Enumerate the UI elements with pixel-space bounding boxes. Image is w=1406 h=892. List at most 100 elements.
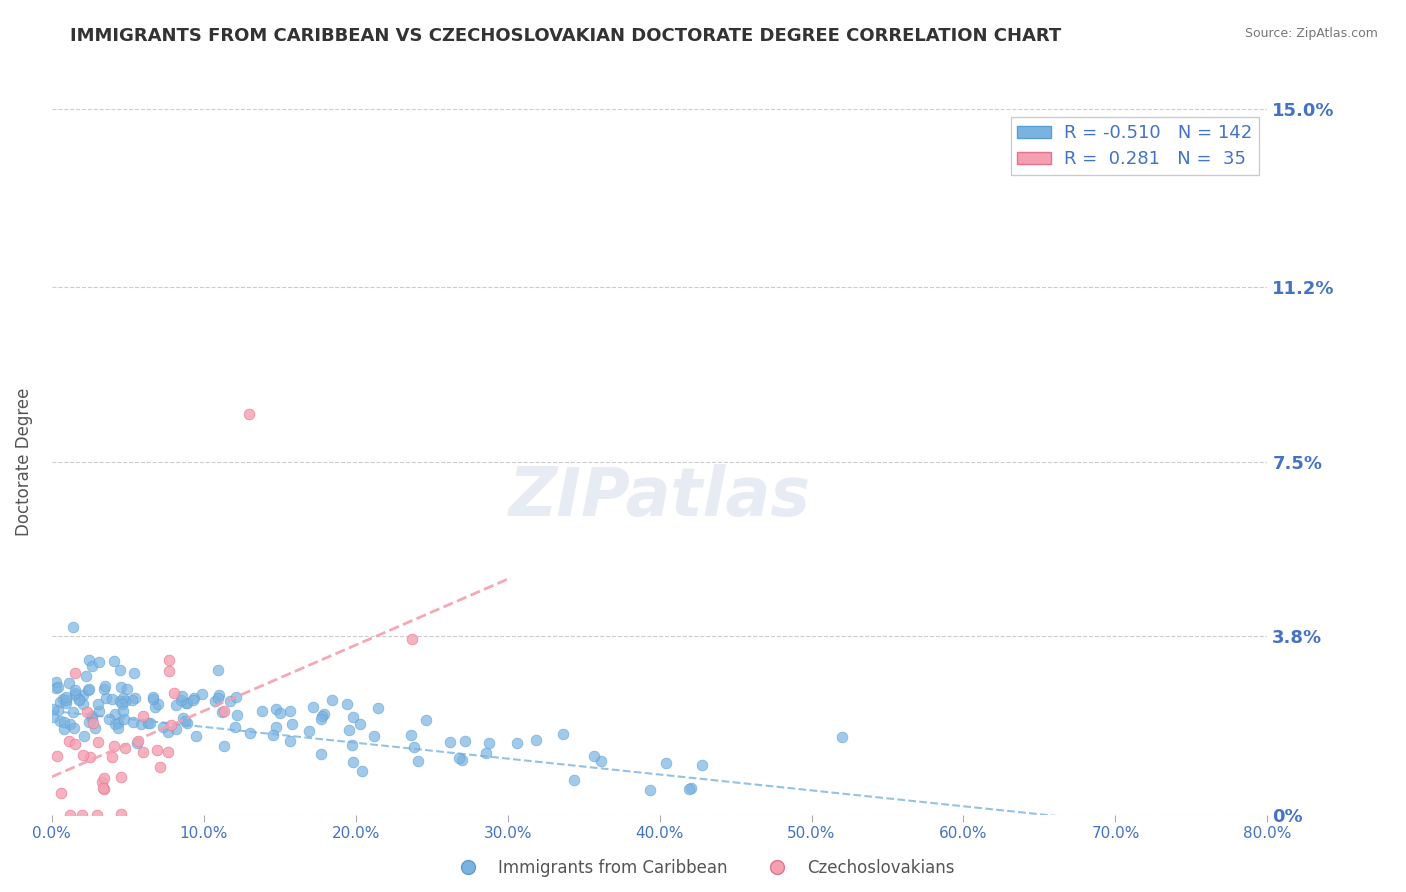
Point <box>77 683 100 698</box>
Point <box>49 695 72 709</box>
Point <box>46 703 69 717</box>
Point <box>475 746 498 760</box>
Point <box>110 680 132 694</box>
Point <box>90 775 112 789</box>
Point <box>103 706 125 721</box>
Point <box>96 690 118 705</box>
Point <box>225 708 247 723</box>
Point <box>59 807 82 822</box>
Point <box>342 710 364 724</box>
Point <box>49 786 72 800</box>
Point <box>98 712 121 726</box>
Point <box>439 735 461 749</box>
Point <box>298 724 321 739</box>
Point <box>115 682 138 697</box>
Point <box>692 757 714 772</box>
Point <box>159 718 181 732</box>
Point <box>110 697 132 711</box>
Point <box>55 693 77 707</box>
Point <box>103 653 125 667</box>
Y-axis label: Doctorate Degree: Doctorate Degree <box>15 387 32 536</box>
Point <box>638 783 661 797</box>
Point <box>52 691 75 706</box>
Point <box>62 620 84 634</box>
Point <box>340 739 363 753</box>
Point <box>149 760 172 774</box>
Point <box>100 750 122 764</box>
Legend: Immigrants from Caribbean, Czechoslovakians: Immigrants from Caribbean, Czechoslovaki… <box>444 853 962 884</box>
Point <box>46 748 69 763</box>
Point <box>63 721 86 735</box>
Point <box>45 675 67 690</box>
Point <box>131 745 153 759</box>
Point <box>172 689 194 703</box>
Point <box>82 709 104 723</box>
Point <box>42 710 65 724</box>
Point <box>76 705 98 719</box>
Point <box>62 705 84 719</box>
Point <box>77 653 100 667</box>
Point <box>87 735 110 749</box>
Point <box>82 711 104 725</box>
Point <box>111 705 134 719</box>
Point <box>77 681 100 696</box>
Point <box>146 743 169 757</box>
Point <box>447 750 470 764</box>
Point <box>55 697 77 711</box>
Point <box>63 686 86 700</box>
Point <box>183 690 205 705</box>
Point <box>655 756 678 771</box>
Point <box>157 725 180 739</box>
Point <box>225 690 247 704</box>
Point <box>250 705 273 719</box>
Point <box>146 697 169 711</box>
Point <box>127 736 149 750</box>
Point <box>65 737 87 751</box>
Point <box>176 696 198 710</box>
Point <box>42 702 65 716</box>
Text: Source: ZipAtlas.com: Source: ZipAtlas.com <box>1244 27 1378 40</box>
Point <box>281 716 304 731</box>
Point <box>401 632 423 646</box>
Point <box>176 716 198 731</box>
Point <box>63 683 86 698</box>
Point <box>72 688 94 702</box>
Point <box>72 807 94 822</box>
Point <box>107 721 129 735</box>
Point <box>53 722 76 736</box>
Point <box>174 714 197 729</box>
Point <box>264 702 287 716</box>
Point <box>174 697 197 711</box>
Point <box>84 721 107 735</box>
Point <box>152 720 174 734</box>
Point <box>58 734 80 748</box>
Text: ZIPatlas: ZIPatlas <box>509 464 811 530</box>
Point <box>238 408 260 422</box>
Point <box>127 734 149 748</box>
Point <box>582 749 605 764</box>
Point <box>104 717 127 731</box>
Point <box>143 700 166 714</box>
Legend: R = -0.510   N = 142, R =  0.281   N =  35: R = -0.510 N = 142, R = 0.281 N = 35 <box>1011 117 1258 175</box>
Point <box>478 736 501 750</box>
Point <box>165 722 187 736</box>
Point <box>262 728 284 742</box>
Point <box>321 693 343 707</box>
Point <box>363 729 385 743</box>
Point <box>86 807 108 822</box>
Point <box>110 807 132 822</box>
Point <box>214 739 236 753</box>
Point <box>349 716 371 731</box>
Point <box>211 706 233 720</box>
Point <box>157 653 180 667</box>
Point <box>157 664 180 678</box>
Point <box>181 693 204 707</box>
Point <box>524 733 547 747</box>
Point <box>165 698 187 712</box>
Point <box>170 692 193 706</box>
Point <box>73 729 96 743</box>
Point <box>309 712 332 726</box>
Point <box>553 727 575 741</box>
Point <box>108 694 131 708</box>
Point <box>122 666 145 681</box>
